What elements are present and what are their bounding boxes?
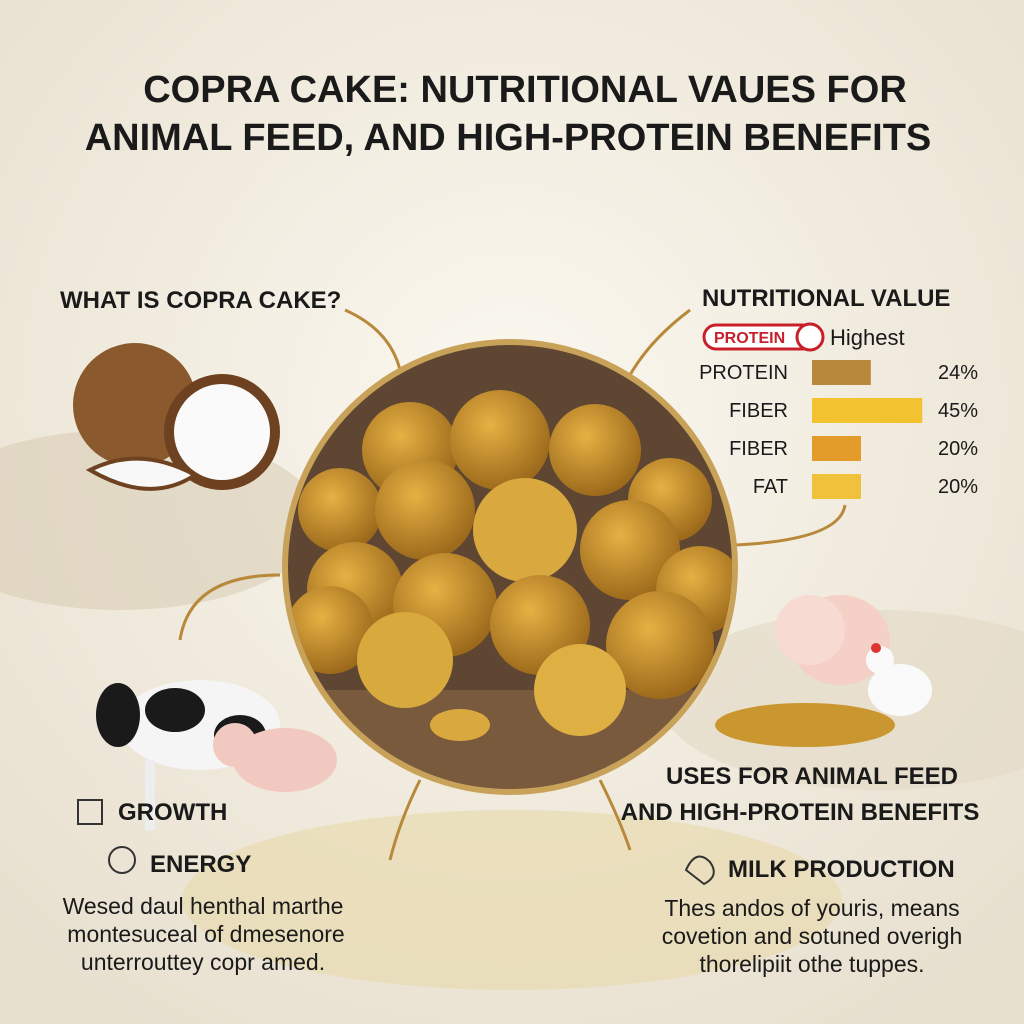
title-line: COPRA CAKE: NUTRITIONAL VAUES FOR [143,69,907,111]
bar-label: PROTEIN [699,362,788,384]
value-label: 20% [938,438,978,460]
paragraph-line: montesuceal of dmesenore [67,921,344,947]
bar [812,360,871,385]
connectors [178,308,847,861]
paragraph-line: unterrouttey copr amed. [81,949,325,975]
paragraph-line: Thes andos of youris, means [664,895,959,921]
value-label: 24% [938,362,978,384]
sack [660,610,1024,790]
bar [812,398,923,423]
section-heading: AND HIGH-PROTEIN BENEFITS [621,799,980,826]
bar-label: FAT [753,476,788,498]
copra-photo [288,345,732,789]
section-heading: NUTRITIONAL VALUE [702,285,950,312]
benefit-item: MILK PRODUCTION [728,856,955,883]
cow-pig-illustration [96,680,337,830]
benefit-item: GROWTH [118,799,227,826]
bar-label: FIBER [729,400,788,422]
badge-text: PROTEIN [714,330,785,347]
growth-icon [77,799,103,825]
value-label: 20% [938,476,978,498]
badge-icon [795,322,825,352]
section-heading: USES FOR ANIMAL FEED [666,763,958,790]
paragraph-line: Wesed daul henthal marthe [63,893,344,919]
bar [812,436,861,461]
paragraph-line: covetion and sotuned overigh [662,923,963,949]
nutrition-bars: PROTEIN 24% FIBER 45% FIBER 20% FAT 20% [699,360,978,499]
section-heading: WHAT IS COPRA CAKE? [60,287,341,314]
title-line: ANIMAL FEED, AND HIGH-PROTEIN BENEFITS [85,117,932,159]
bar [812,474,861,499]
value-label: 45% [938,400,978,422]
benefit-item: ENERGY [150,851,251,878]
bar-label: FIBER [729,438,788,460]
feed-pile [182,810,842,990]
badge-note: Highest [830,325,905,350]
hen-icon [684,855,715,886]
paragraph-line: thorelipiit othe tuppes. [699,951,924,977]
pig-hen-illustration [715,595,932,747]
coconut-illustration [73,343,280,491]
energy-icon [108,846,136,874]
